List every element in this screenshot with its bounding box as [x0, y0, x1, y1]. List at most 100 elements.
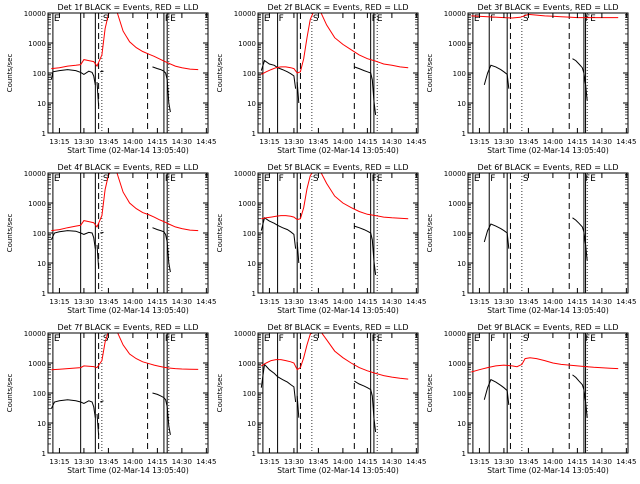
x-tick-label: 14:15	[567, 458, 587, 466]
y-tick-label: 100	[243, 230, 256, 238]
marker-label: E	[264, 14, 270, 24]
x-tick-label: 14:00	[123, 138, 143, 146]
y-tick-label: 10000	[444, 330, 466, 338]
x-tick-label: 13:15	[469, 138, 489, 146]
events-series-line	[260, 363, 297, 403]
x-tick-label: 13:30	[74, 298, 94, 306]
marker-label: S	[103, 174, 109, 184]
x-tick-label: 13:15	[49, 138, 69, 146]
events-series-line	[50, 69, 96, 85]
y-tick-label: 1	[462, 290, 466, 298]
series-group	[50, 13, 199, 113]
y-tick-label: 10	[37, 260, 46, 268]
panel-title: Det 1f BLACK = Events, RED = LLD	[57, 3, 198, 12]
x-tick-label: 14:30	[592, 138, 612, 146]
y-tick-label: 100	[33, 70, 46, 78]
marker-label: F	[279, 174, 284, 184]
x-tick-label: 13:15	[49, 458, 69, 466]
x-tick-label: 14:30	[382, 458, 402, 466]
y-tick-label: 100	[453, 230, 466, 238]
y-axis-label: Counts/sec	[6, 214, 14, 253]
y-tick-label: 100	[453, 390, 466, 398]
y-axis-label: Counts/sec	[216, 374, 224, 413]
lld-series-line	[261, 13, 409, 75]
marker-label: S	[523, 334, 529, 344]
x-tick-label: 14:15	[147, 138, 167, 146]
y-tick-label: 1	[462, 130, 466, 138]
y-tick-label: 100	[453, 70, 466, 78]
x-tick-label: 14:00	[123, 298, 143, 306]
y-tick-label: 1000	[28, 40, 46, 48]
panel-4: Det 4f BLACK = Events, RED = LLD E S FE 13:1…	[6, 163, 216, 315]
marker-label: E	[54, 174, 60, 184]
series-group	[260, 173, 409, 275]
marker-label: E	[264, 174, 270, 184]
events-series-line	[260, 59, 297, 89]
y-axis-label: Counts/sec	[426, 374, 434, 413]
x-tick-label: 14:45	[616, 298, 636, 306]
x-axis-label: Start Time (02-Mar-14 13:05:40)	[277, 146, 399, 155]
x-tick-label: 14:45	[406, 138, 426, 146]
x-tick-label: 13:45	[308, 138, 328, 146]
series-group	[260, 13, 409, 115]
x-tick-label: 13:45	[518, 298, 538, 306]
x-axis-label: Start Time (02-Mar-14 13:05:40)	[67, 306, 189, 315]
x-tick-label: 14:15	[357, 298, 377, 306]
marker-label: S	[103, 14, 109, 24]
x-tick-label: 14:45	[196, 298, 216, 306]
events-series-line	[296, 395, 300, 418]
y-tick-label: 1	[462, 450, 466, 458]
x-tick-label: 13:30	[284, 458, 304, 466]
x-tick-label: 14:00	[543, 138, 563, 146]
y-tick-label: 1	[252, 130, 256, 138]
x-tick-label: 14:00	[543, 298, 563, 306]
events-series-line	[572, 58, 588, 101]
panel-frame	[467, 332, 629, 454]
panel-frame	[47, 12, 209, 134]
x-tick-label: 14:15	[147, 298, 167, 306]
marker-label: F	[279, 14, 284, 24]
x-tick-label: 13:30	[74, 458, 94, 466]
y-tick-label: 1000	[28, 360, 46, 368]
y-tick-label: 10	[37, 100, 46, 108]
x-tick-label: 14:00	[123, 458, 143, 466]
x-tick-label: 13:30	[494, 138, 514, 146]
y-axis-label: Counts/sec	[6, 374, 14, 413]
marker-label: FE	[585, 174, 596, 184]
x-tick-label: 13:45	[518, 458, 538, 466]
x-tick-label: 14:45	[616, 458, 636, 466]
panel-frame	[467, 172, 629, 294]
events-series-line	[152, 392, 171, 435]
x-axis-label: Start Time (02-Mar-14 13:05:40)	[487, 466, 609, 475]
panel-title: Det 9f BLACK = Events, RED = LLD	[477, 323, 618, 332]
x-tick-label: 13:45	[308, 458, 328, 466]
events-series-line	[100, 231, 104, 234]
marker-label: F	[279, 334, 284, 344]
y-tick-label: 10000	[444, 10, 466, 18]
events-series-line	[96, 81, 100, 106]
marker-label: F	[490, 14, 495, 24]
lld-series-line	[51, 13, 199, 71]
y-axis-label: Counts/sec	[426, 214, 434, 253]
x-tick-label: 13:30	[74, 138, 94, 146]
x-tick-label: 13:30	[284, 298, 304, 306]
marker-label: FE	[165, 174, 176, 184]
x-tick-label: 13:15	[259, 458, 279, 466]
x-tick-label: 14:15	[357, 138, 377, 146]
events-series-line	[152, 66, 171, 113]
marker-label: F	[490, 334, 495, 344]
marker-label: FE	[585, 14, 596, 24]
x-tick-label: 14:00	[333, 458, 353, 466]
series-group	[471, 13, 619, 101]
y-tick-label: 10	[247, 420, 256, 428]
series-group	[483, 217, 588, 261]
x-tick-label: 14:30	[592, 298, 612, 306]
panel-frame	[467, 12, 629, 134]
events-series-line	[354, 225, 377, 275]
x-tick-label: 13:30	[284, 138, 304, 146]
marker-label: S	[523, 14, 529, 24]
x-axis-label: Start Time (02-Mar-14 13:05:40)	[487, 146, 609, 155]
